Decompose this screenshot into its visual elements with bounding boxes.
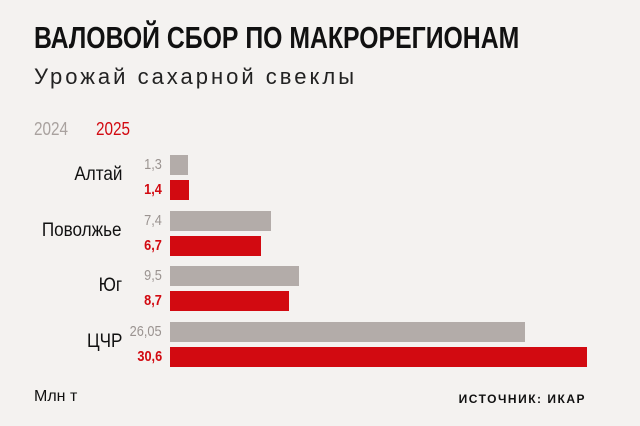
bar-2024 (170, 211, 271, 231)
bar-2025 (170, 236, 262, 256)
source-label: ИСТОЧНИК: ИКАР (458, 392, 586, 406)
legend-2024: 2024 (34, 119, 69, 139)
chart-subtitle: Урожай сахарной свеклы (34, 64, 358, 89)
value-label-2024: 7,4 (144, 212, 162, 229)
value-label-2025: 6,7 (144, 237, 162, 254)
value-label-2025: 30,6 (137, 348, 162, 365)
bar-2024 (170, 155, 188, 175)
legend-2025: 2025 (96, 119, 131, 139)
value-label-2024: 9,5 (144, 267, 162, 284)
bar-2025 (170, 180, 190, 200)
category-label: ЦЧР (86, 331, 122, 352)
category-label: Поволжье (42, 220, 122, 241)
category-label: Алтай (73, 164, 122, 185)
bar-2025 (170, 291, 289, 311)
value-label-2025: 1,4 (144, 181, 162, 198)
value-label-2024: 1,3 (144, 156, 162, 173)
unit-label: Млн т (34, 388, 78, 405)
value-label-2025: 8,7 (144, 292, 162, 309)
chart-title: ВАЛОВОЙ СБОР ПО МАКРОРЕГИОНАМ (34, 20, 520, 55)
value-label-2024: 26,05 (130, 323, 162, 340)
category-label: Юг (98, 275, 122, 296)
bar-2024 (170, 266, 300, 286)
bar-2025 (170, 347, 587, 367)
bar-2024 (170, 322, 525, 342)
